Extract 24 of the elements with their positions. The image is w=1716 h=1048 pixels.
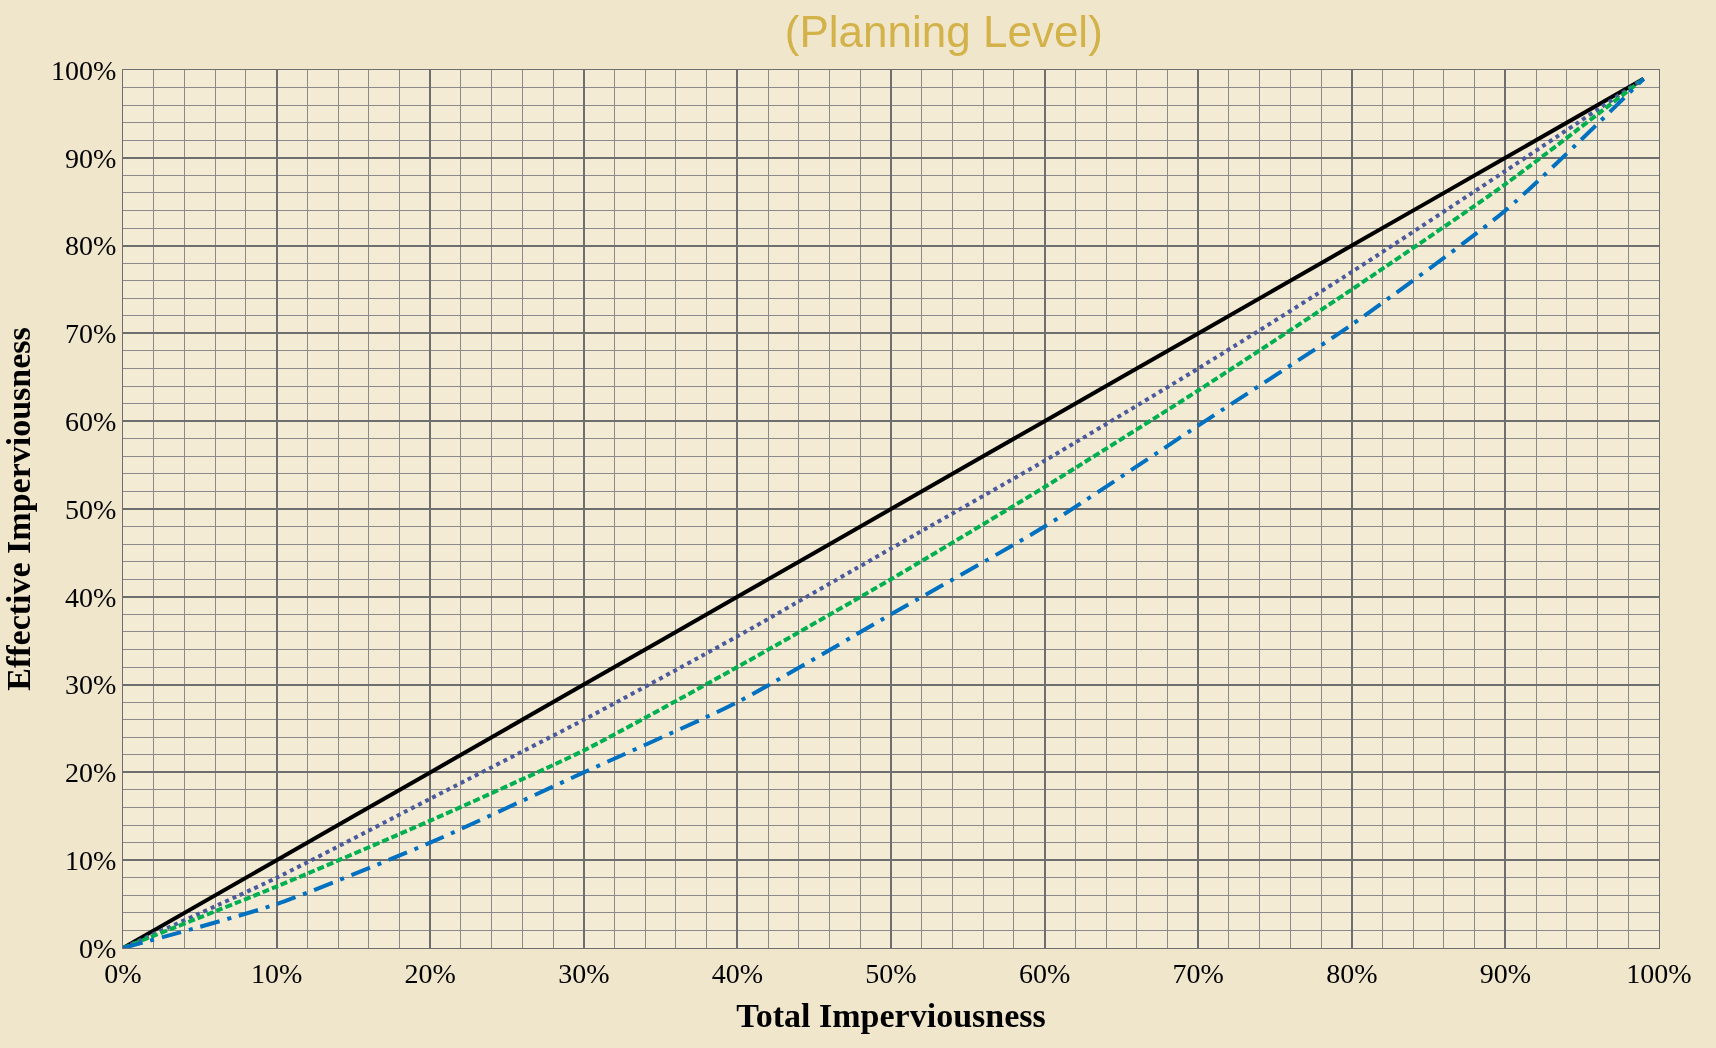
x-axis-title: Total Imperviousness	[736, 996, 1046, 1034]
y-tick-label: 80%	[65, 230, 117, 262]
y-axis-title: Effective Imperviousness	[0, 327, 37, 691]
x-tick-label: 60%	[1018, 957, 1071, 989]
y-tick-label: 10%	[65, 845, 117, 876]
y-tick-label: 40%	[65, 581, 117, 613]
x-tick-label: 70%	[1172, 957, 1224, 989]
x-tick-label: 10%	[250, 957, 303, 989]
y-tick-label: 30%	[65, 669, 117, 701]
y-tick-label: 100%	[51, 54, 117, 86]
y-tick-label: 70%	[65, 318, 117, 350]
y-tick-label: 90%	[65, 142, 117, 174]
x-tick-label: 20%	[404, 957, 456, 989]
line-series	[123, 76, 1646, 948]
y-tick-label: 50%	[65, 493, 117, 525]
chart-title: (Planning Level)	[784, 6, 1103, 56]
x-tick-label: 80%	[1326, 957, 1378, 989]
x-tick-label: 100%	[1626, 957, 1692, 989]
x-tick-label: 30%	[558, 957, 610, 989]
y-tick-label: 60%	[65, 406, 117, 437]
y-tick-label: 20%	[65, 757, 117, 789]
x-tick-label: 40%	[711, 957, 764, 989]
x-tick-label: 90%	[1479, 957, 1532, 989]
x-tick-label: 50%	[865, 957, 917, 989]
